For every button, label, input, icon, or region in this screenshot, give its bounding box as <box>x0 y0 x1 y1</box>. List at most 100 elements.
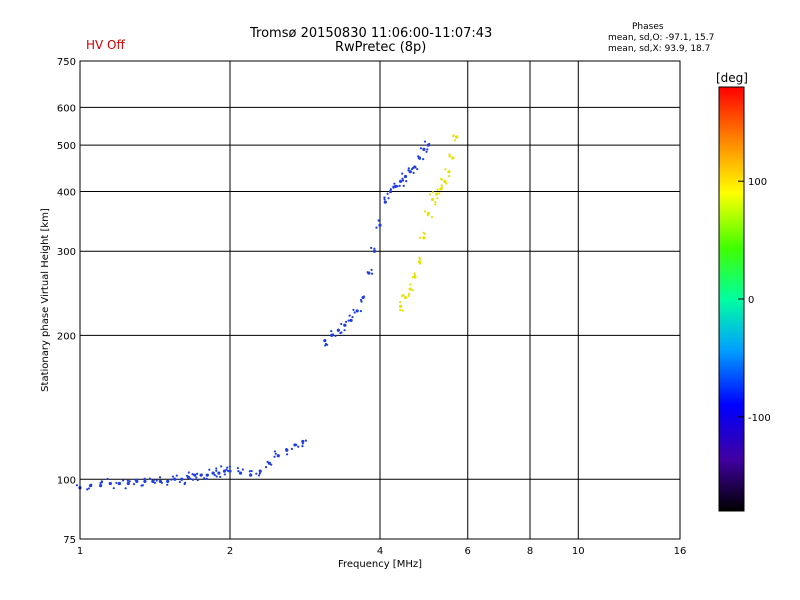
data-point-scatter <box>87 487 90 490</box>
chart-title: Tromsø 20150830 11:06:00-11:07:43 <box>250 26 493 41</box>
data-point-scatter <box>430 216 434 219</box>
data-point-scatter <box>353 311 356 314</box>
data-point-scatter <box>270 463 273 466</box>
data-point <box>451 156 455 160</box>
data-point-scatter <box>206 473 209 476</box>
data-point-scatter <box>428 193 432 196</box>
data-point-scatter <box>337 328 340 331</box>
data-point-scatter <box>330 330 333 333</box>
data-point-scatter <box>295 443 298 447</box>
data-point-scatter <box>428 142 431 146</box>
data-point-scatter <box>399 301 402 304</box>
data-point <box>238 471 243 475</box>
y-tick-label: 750 <box>57 57 76 68</box>
data-point-scatter <box>416 168 419 171</box>
data-point-scatter <box>383 196 386 199</box>
data-point-scatter <box>225 468 228 471</box>
data-point-scatter <box>418 256 421 259</box>
data-point-scatter <box>444 168 447 171</box>
data-point-scatter <box>401 179 405 182</box>
data-point <box>228 469 232 473</box>
data-point-scatter <box>402 184 405 187</box>
data-point-scatter <box>418 236 422 239</box>
data-point-scatter <box>352 308 355 311</box>
data-point-scatter <box>185 474 189 477</box>
data-point-scatter <box>387 197 390 200</box>
data-point-scatter <box>219 475 222 478</box>
colorbar-tick-label: 0 <box>748 295 754 306</box>
data-point-scatter <box>447 170 450 174</box>
data-point-scatter <box>340 322 343 326</box>
data-point <box>323 339 327 343</box>
data-point-scatter <box>249 473 252 476</box>
data-point-scatter <box>297 445 300 448</box>
data-point-scatter <box>362 295 366 298</box>
data-point-scatter <box>348 314 351 317</box>
data-point-scatter <box>434 203 437 206</box>
y-tick-label: 200 <box>57 331 76 342</box>
data-point-scatter <box>417 155 420 158</box>
data-point-scatter <box>124 487 127 490</box>
data-point-scatter <box>438 192 441 195</box>
data-point-scatter <box>448 153 451 156</box>
data-point-scatter <box>411 289 414 292</box>
stats-o-mode: mean, sd,O: -97.1, 15.7 <box>608 33 715 43</box>
data-point-scatter <box>392 186 395 189</box>
data-point-scatter <box>399 308 402 312</box>
data-point-scatter <box>389 188 392 191</box>
data-point-scatter <box>203 477 206 480</box>
data-point-scatter <box>250 469 253 473</box>
data-point <box>399 304 403 308</box>
y-tick-label: 75 <box>63 535 76 546</box>
data-point-scatter <box>166 480 169 483</box>
data-point <box>388 189 393 194</box>
data-point-scatter <box>396 185 399 188</box>
data-point-scatter <box>178 480 181 484</box>
data-point-scatter <box>375 226 378 229</box>
data-point-scatter <box>255 472 258 475</box>
data-point-scatter <box>184 481 187 484</box>
data-point <box>455 135 459 139</box>
data-point-scatter <box>274 452 277 455</box>
data-point-scatter <box>398 184 401 187</box>
data-point <box>408 170 412 174</box>
y-tick-label: 600 <box>57 103 76 114</box>
data-point <box>276 454 280 458</box>
stats-title: Phases <box>632 22 664 32</box>
data-point-scatter <box>423 210 427 213</box>
data-point-scatter <box>440 186 444 189</box>
data-point-scatter <box>343 329 346 332</box>
data-point <box>301 439 305 444</box>
data-point-scatter <box>128 480 131 483</box>
data-point-scatter <box>223 473 226 476</box>
data-point-scatter <box>100 481 104 484</box>
data-point-scatter <box>373 247 376 250</box>
data-point-scatter <box>448 155 452 158</box>
data-point-scatter <box>155 479 158 482</box>
y-tick-label: 400 <box>57 187 76 198</box>
data-point-scatter <box>440 184 443 187</box>
y-tick-label: 500 <box>57 141 76 152</box>
data-point-scatter <box>153 481 156 484</box>
data-point-scatter <box>220 465 223 468</box>
colorbar-tick-label: -100 <box>748 413 771 424</box>
data-point-scatter <box>236 467 239 470</box>
data-point-scatter <box>191 478 195 481</box>
data-point-scatter <box>422 158 425 161</box>
data-point-scatter <box>334 334 337 338</box>
data-point-scatter <box>401 309 404 312</box>
data-point-scatter <box>90 483 93 486</box>
data-point-scatter <box>423 148 426 151</box>
plot-frame <box>79 60 681 540</box>
data-point-scatter <box>431 191 435 194</box>
data-point-scatter <box>436 188 439 191</box>
x-tick-label: 4 <box>377 546 383 557</box>
data-point-scatter <box>228 465 232 468</box>
data-point <box>355 309 359 313</box>
data-point <box>258 469 262 473</box>
data-point-scatter <box>226 466 229 469</box>
data-point-scatter <box>304 439 308 442</box>
data-point <box>403 174 408 179</box>
data-point-scatter <box>359 309 362 313</box>
x-tick-label: 8 <box>527 546 533 557</box>
